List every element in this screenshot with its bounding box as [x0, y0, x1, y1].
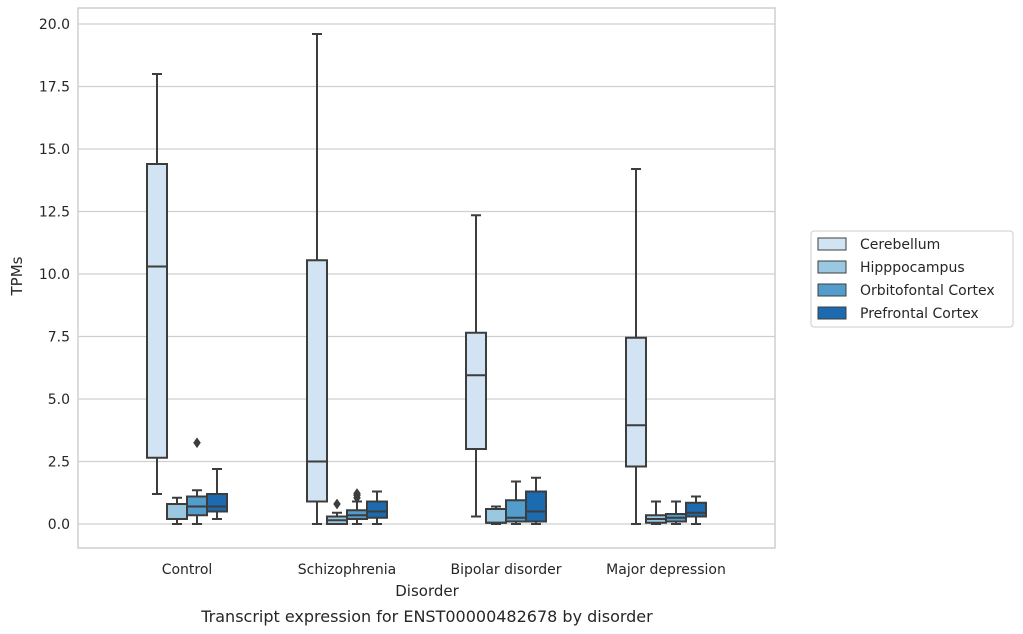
x-tick-label: Schizophrenia [298, 562, 396, 578]
y-tick-label: 0.0 [48, 517, 70, 533]
legend: Cerebellum Hipppocampus Orbitofontal Corte… [810, 230, 1014, 328]
box-hipppocampus [485, 505, 507, 525]
box-body [166, 503, 188, 520]
y-tick-label: 15.0 [39, 142, 70, 158]
legend-swatch [817, 306, 847, 320]
box-prefrontal-cortex [685, 495, 707, 525]
box-prefrontal-cortex [366, 490, 388, 525]
plot-frame [77, 7, 776, 549]
grid-lines [78, 23, 775, 525]
y-tick-label: 12.5 [39, 205, 70, 221]
box-cerebellum [625, 168, 647, 525]
box-orbitofontal-cortex [505, 480, 527, 525]
box-body [625, 336, 647, 468]
y-tick-label: 7.5 [48, 330, 70, 346]
y-tick-label: 17.5 [39, 80, 70, 96]
box-body [306, 259, 328, 503]
y-tick-label: 20.0 [39, 17, 70, 33]
legend-label: Hipppocampus [860, 260, 965, 276]
legend-frame [810, 230, 1014, 328]
box-body [366, 500, 388, 519]
box-cerebellum [146, 73, 168, 495]
x-axis-label: Disorder [395, 582, 459, 600]
y-tick-label: 2.5 [48, 455, 70, 471]
x-tick-label: Bipolar disorder [450, 562, 561, 578]
legend-label: Cerebellum [860, 237, 940, 253]
box-series [146, 33, 707, 525]
box-orbitofontal-cortex [346, 488, 368, 525]
box-orbitofontal-cortex [665, 500, 687, 525]
box-hipppocampus [166, 496, 188, 525]
legend-label: Prefrontal Cortex [860, 306, 979, 322]
legend-swatch [817, 237, 847, 251]
box-body [525, 490, 547, 523]
chart-caption: Transcript expression for ENST0000048267… [200, 607, 653, 626]
box-cerebellum [306, 33, 328, 525]
y-tick-label: 10.0 [39, 267, 70, 283]
outlier-point [333, 498, 341, 510]
box-hipppocampus [326, 498, 348, 525]
box-body [146, 163, 168, 459]
box-hipppocampus [645, 500, 667, 525]
legend-swatch [817, 283, 847, 297]
x-tick-label: Control [162, 562, 213, 578]
box-cerebellum [465, 214, 487, 518]
box-body [465, 331, 487, 450]
legend-label: Orbitofontal Cortex [860, 283, 995, 299]
y-tick-labels: 0.0 2.5 5.0 7.5 10.0 12.5 15.0 17.5 20.0 [39, 17, 70, 533]
box-prefrontal-cortex [525, 476, 547, 525]
x-tick-label: Major depression [606, 562, 726, 578]
box-orbitofontal-cortex [186, 437, 208, 525]
box-prefrontal-cortex [206, 468, 228, 520]
box-body [685, 501, 707, 518]
x-tick-labels: Control Schizophrenia Bipolar disorder Majo… [162, 562, 726, 578]
outlier-point [193, 437, 201, 449]
legend-swatch [817, 260, 847, 274]
y-tick-label: 5.0 [48, 392, 70, 408]
y-axis-label: TPMs [8, 256, 26, 296]
plot-border [77, 7, 776, 549]
box-body [485, 508, 507, 524]
outlier-point [353, 488, 361, 499]
box-body [206, 493, 228, 513]
